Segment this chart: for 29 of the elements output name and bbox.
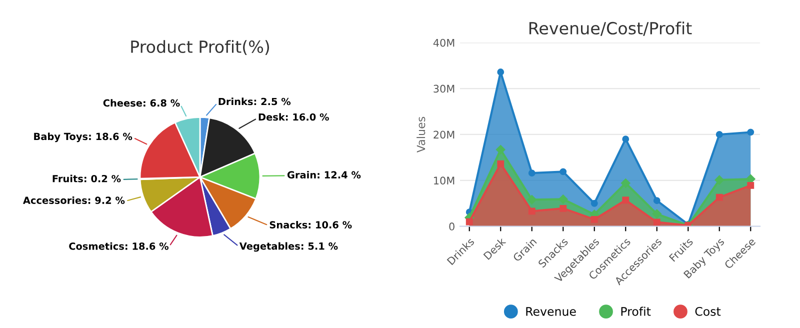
data-label: : 18.6 % [126,242,169,250]
data-label: : 10.6 % [308,221,352,228]
y-tick-label: 30M [434,84,454,93]
slice-label: Grain [287,171,316,179]
slice-label: Baby Toys [34,132,88,142]
data-label: : 2.5 % [254,98,291,106]
slice-label: Drinks [218,98,253,106]
legend-label: Revenue [526,307,576,316]
legend-label: Profit [621,306,651,316]
y-tick-label: 40M [433,38,454,47]
data-label: : 6.8 % [144,99,180,107]
slice-label: Accessories [22,196,87,204]
slice-label: Snacks [270,220,308,228]
slice-label: Cheese [103,99,142,107]
slice-label: Fruits [52,174,83,182]
y-tick-label: 20M [434,130,454,139]
data-label: : 12.4 % [318,171,361,179]
chart-title: Revenue/Cost/Profit [529,22,692,36]
chart-title: Product Profit(%) [131,40,270,55]
data-label: : 9.2 % [88,196,125,204]
slice-label: Desk [258,113,286,121]
y-axis-title: Values [416,116,426,153]
y-tick-label: 10M [434,176,454,185]
data-label: : 16.0 % [286,113,329,121]
y-tick-label: 0 [449,222,454,230]
data-label: : 5.1 % [301,242,338,250]
data-label: : 0.2 % [84,174,121,182]
data-label: : 18.6 % [89,132,132,140]
legend-label: Cost [695,306,721,316]
